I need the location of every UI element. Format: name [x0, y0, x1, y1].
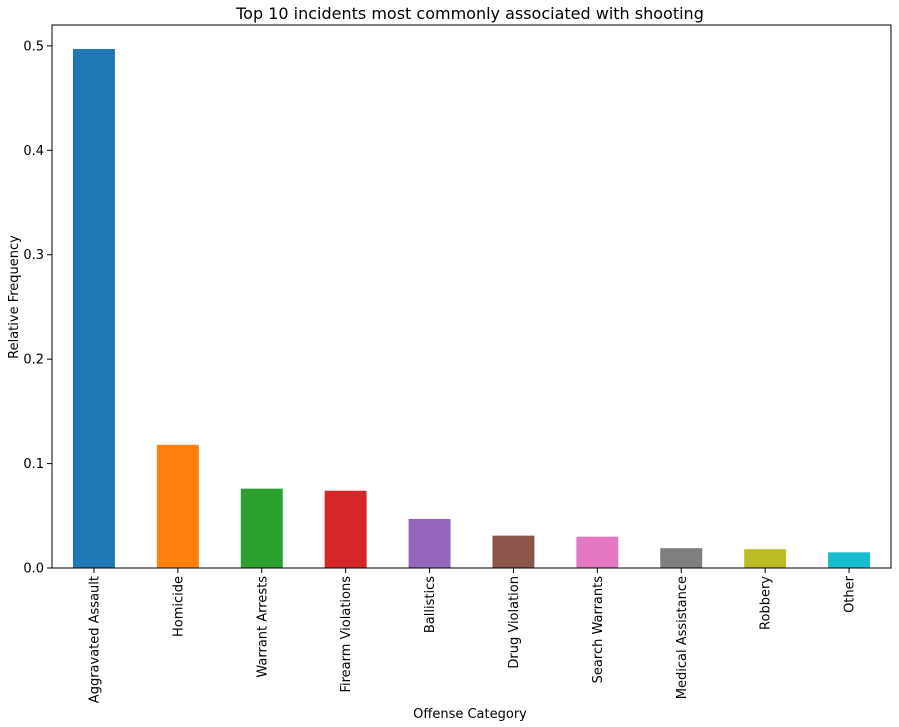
x-tick-label: Search Warrants: [591, 576, 606, 684]
bar-firearm-violations: [324, 490, 367, 568]
bar-other: [828, 552, 871, 568]
y-tick-label: 0.1: [23, 457, 44, 472]
x-tick-label: Medical Assistance: [675, 576, 690, 699]
bar-ballistics: [408, 518, 451, 568]
y-axis-title: Relative Frequency: [7, 235, 22, 359]
bar-warrant-arrests: [240, 488, 283, 568]
y-tick-label: 0.0: [23, 562, 44, 577]
bar-homicide: [156, 444, 199, 568]
y-tick-label: 0.2: [23, 353, 44, 368]
y-tick-label: 0.3: [23, 248, 44, 263]
bars-layer: [72, 49, 871, 568]
x-tick-label: Drug Violation: [507, 576, 522, 669]
bar-robbery: [744, 549, 787, 568]
x-tick-label: Other: [843, 575, 858, 613]
x-tick-label: Ballistics: [423, 576, 438, 633]
bar-medical-assistance: [660, 548, 703, 568]
bar-drug-violation: [492, 535, 535, 568]
x-tick-label: Aggravated Assault: [87, 576, 102, 703]
x-tick-label: Robbery: [759, 576, 774, 630]
bar-search-warrants: [576, 536, 619, 568]
y-axis: 0.0 0.1 0.2 0.3 0.4 0.5: [23, 39, 52, 577]
y-tick-label: 0.5: [23, 39, 44, 54]
chart-title: Top 10 incidents most commonly associate…: [235, 4, 704, 23]
bar-aggravated-assault: [72, 49, 115, 568]
x-axis-title: Offense Category: [413, 707, 527, 722]
x-tick-label: Homicide: [171, 576, 186, 637]
x-tick-label: Warrant Arrests: [255, 576, 270, 678]
x-axis: Aggravated Assault Homicide Warrant Arrest…: [87, 568, 858, 703]
x-tick-label: Firearm Violations: [339, 576, 354, 693]
plot-frame: [51, 24, 892, 569]
y-tick-label: 0.4: [23, 144, 44, 159]
